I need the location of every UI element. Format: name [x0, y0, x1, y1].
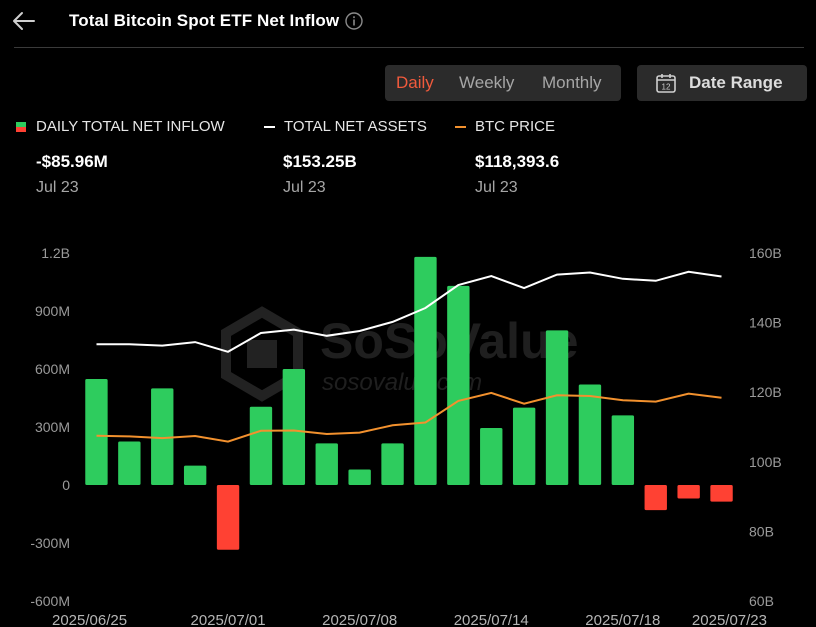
inflow-date: Jul 23	[36, 179, 79, 196]
btc-date: Jul 23	[475, 179, 518, 196]
back-arrow-icon[interactable]	[10, 8, 38, 34]
inflow-bar[interactable]	[381, 443, 404, 485]
etf-inflow-chart[interactable]: SoSoValue sosovalue.com -600M -300M 0 300M 6…	[0, 230, 816, 627]
y-axis-left: -600M -300M 0 300M 600M 900M 1.2B	[30, 245, 70, 609]
y-axis-right: 60B 80B 100B 120B 140B 160B	[749, 245, 782, 609]
y-right-tick-label: 120B	[749, 384, 782, 400]
y-right-tick-label: 140B	[749, 315, 782, 331]
inflow-bar[interactable]	[447, 285, 470, 485]
inflow-bar[interactable]	[644, 485, 667, 511]
x-tick-label: 2025/07/08	[322, 612, 397, 627]
inflow-bar[interactable]	[85, 379, 108, 485]
date-range-button[interactable]: 12 Date Range	[637, 65, 807, 101]
x-tick-label: 2025/07/14	[454, 612, 529, 627]
y-left-tick-label: 1.2B	[41, 245, 70, 261]
inflow-bar[interactable]	[348, 469, 371, 485]
inflow-bar[interactable]	[249, 406, 273, 485]
page-title: Total Bitcoin Spot ETF Net Inflow	[69, 11, 340, 30]
y-left-tick-label: -600M	[30, 593, 70, 609]
btc-value: $118,393.6	[475, 152, 560, 171]
inflow-bar[interactable]	[480, 427, 503, 485]
inflow-bar[interactable]	[315, 443, 338, 485]
info-icon[interactable]	[345, 12, 363, 30]
inflow-bar[interactable]	[151, 388, 174, 485]
x-tick-label: 2025/07/01	[191, 612, 266, 627]
btc-price-line	[96, 391, 722, 443]
total-net-assets-line	[96, 270, 722, 353]
inflow-bar[interactable]	[216, 485, 240, 550]
y-left-tick-label: 300M	[35, 419, 70, 435]
assets-swatch-icon	[264, 126, 275, 128]
y-right-tick-label: 160B	[749, 245, 782, 261]
assets-value: $153.25B	[283, 152, 357, 171]
inflow-bar[interactable]	[545, 330, 569, 485]
inflow-bar[interactable]	[282, 369, 306, 485]
header-divider	[14, 47, 804, 48]
header-bar: Total Bitcoin Spot ETF Net Inflow	[0, 0, 816, 48]
inflow-bar[interactable]	[118, 441, 141, 486]
inflow-bar[interactable]	[414, 256, 437, 485]
calendar-icon: 12	[656, 74, 676, 93]
inflow-bar[interactable]	[183, 465, 207, 485]
inflow-bars	[85, 256, 733, 550]
monthly-tab[interactable]: Monthly	[542, 73, 602, 92]
inflow-bar[interactable]	[578, 384, 602, 485]
y-right-tick-label: 60B	[749, 593, 774, 609]
period-toggle: Daily Weekly Monthly	[385, 65, 621, 101]
y-left-tick-label: 0	[62, 477, 70, 493]
inflow-bar[interactable]	[677, 485, 700, 499]
date-range-label: Date Range	[689, 73, 783, 92]
inflow-swatch-icon	[16, 122, 26, 132]
calendar-day: 12	[662, 83, 671, 92]
y-left-tick-label: 900M	[35, 303, 70, 319]
legend-btc-label: BTC PRICE	[475, 118, 556, 135]
sosovalue-logo-icon	[221, 306, 303, 402]
daily-tab[interactable]: Daily	[396, 73, 434, 92]
assets-date: Jul 23	[283, 179, 326, 196]
y-left-tick-label: -300M	[30, 535, 70, 551]
x-tick-label: 2025/07/23	[692, 612, 767, 627]
inflow-bar[interactable]	[512, 407, 536, 485]
y-right-tick-label: 80B	[749, 523, 774, 539]
watermark: SoSoValue sosovalue.com	[221, 306, 578, 402]
x-tick-label: 2025/07/18	[585, 612, 660, 627]
legend-inflow-label: DAILY TOTAL NET INFLOW	[36, 118, 225, 135]
inflow-bar[interactable]	[710, 485, 733, 502]
weekly-tab[interactable]: Weekly	[459, 73, 515, 92]
x-tick-label: 2025/06/25	[52, 612, 127, 627]
legend-assets-label: TOTAL NET ASSETS	[284, 118, 427, 135]
y-left-tick-label: 600M	[35, 361, 70, 377]
x-axis: 2025/06/25 2025/07/01 2025/07/08 2025/07/14…	[52, 612, 767, 627]
inflow-value: -$85.96M	[36, 152, 108, 171]
inflow-bar[interactable]	[611, 415, 635, 485]
btc-swatch-icon	[455, 126, 466, 128]
y-right-tick-label: 100B	[749, 454, 782, 470]
